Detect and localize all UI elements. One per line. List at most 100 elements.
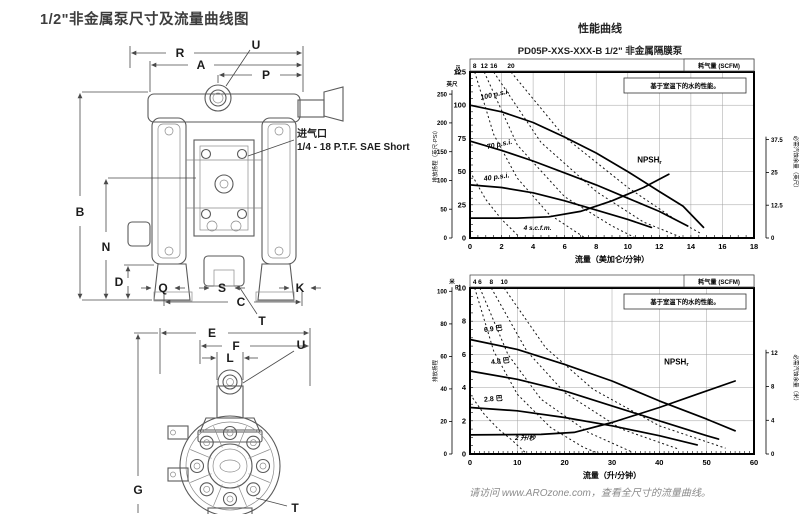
svg-text:4: 4 [531,242,536,251]
dim-label-r: R [176,46,185,60]
svg-text:0: 0 [462,450,466,459]
svg-text:2 升/秒: 2 升/秒 [514,434,537,442]
svg-text:14: 14 [687,242,696,251]
svg-text:75: 75 [458,134,466,143]
dim-label-c: C [237,295,246,309]
dim-label-l: L [226,351,233,365]
svg-text:耗气量 (SCFM): 耗气量 (SCFM) [698,278,740,286]
svg-text:8: 8 [462,317,466,326]
air-inlet-label: 进气口 [297,127,327,140]
svg-text:50: 50 [458,167,466,176]
svg-text:60: 60 [440,355,447,361]
svg-text:10: 10 [500,279,508,286]
dim-label-e: E [208,326,216,340]
svg-text:基于室温下的水的性能。: 基于室温下的水的性能。 [649,297,719,306]
svg-text:6.9 巴: 6.9 巴 [484,324,503,334]
svg-text:排放扬程: 排放扬程 [431,360,439,383]
svg-text:10: 10 [624,242,632,251]
svg-text:0: 0 [462,234,466,243]
svg-text:100: 100 [437,290,448,296]
dim-label-u-front: U [252,38,261,52]
dim-label-p: P [262,68,270,82]
svg-text:10: 10 [458,284,466,293]
svg-text:排放扬程（英尺·PSI）: 排放扬程（英尺·PSI） [431,128,439,183]
svg-text:6: 6 [478,279,482,286]
svg-text:流量（升/分钟）: 流量（升/分钟） [583,470,641,480]
svg-text:基于室温下的水的性能。: 基于室温下的水的性能。 [649,81,719,90]
svg-text:0: 0 [444,236,448,242]
svg-text:100: 100 [437,179,448,185]
air-inlet-spec: 1/4 - 18 P.T.F. SAE Short [297,142,410,153]
svg-text:流量（美加仑/分钟）: 流量（美加仑/分钟） [575,254,649,264]
svg-text:10: 10 [513,458,521,467]
svg-text:4: 4 [462,383,467,392]
svg-text:0: 0 [468,458,472,467]
svg-text:250: 250 [437,92,448,98]
svg-text:150: 150 [437,150,448,156]
svg-text:20: 20 [440,420,447,426]
dim-label-a: A [197,58,206,72]
svg-text:40: 40 [440,387,447,393]
svg-text:4.8 巴: 4.8 巴 [491,356,510,366]
svg-text:18: 18 [750,242,758,251]
dim-label-b: B [76,205,85,219]
svg-text:200: 200 [437,121,448,127]
svg-text:必需汽蚀余量（英尺）: 必需汽蚀余量（英尺） [792,136,800,191]
svg-text:8: 8 [594,242,598,251]
charts-subtitle: PD05P-XXS-XXX-B 1/2" 非金属隔膜泵 [517,46,683,57]
svg-text:12.5: 12.5 [771,203,783,209]
dim-label-s: S [218,281,226,295]
dim-label-n: N [102,240,111,254]
svg-text:4 s.c.f.m.: 4 s.c.f.m. [523,225,552,232]
svg-text:4: 4 [473,279,477,286]
svg-text:25: 25 [458,200,466,209]
svg-text:80: 80 [440,322,447,328]
svg-text:8: 8 [489,279,493,286]
svg-text:必需汽蚀余量（米）: 必需汽蚀余量（米） [792,355,800,405]
svg-text:PSI: PSI [456,65,462,74]
svg-text:8: 8 [771,385,775,391]
footer-note: 请访问 www.AROzone.com，查看全尺寸的流量曲线。 [469,488,711,499]
page-title: 1/2"非金属泵尺寸及流量曲线图 [40,12,250,28]
dim-label-q: Q [158,281,167,295]
dim-label-t-side: T [291,501,299,514]
svg-text:2: 2 [500,242,504,251]
svg-text:0: 0 [771,452,775,458]
pump-front-view [127,84,344,302]
pump-side-view [167,369,281,514]
svg-text:0: 0 [444,452,448,458]
svg-text:英尺: 英尺 [446,80,458,88]
svg-text:20: 20 [561,458,569,467]
svg-text:37.5: 37.5 [771,138,783,144]
performance-chart-gpm: 4 s.c.f.m. 100 p.s.i. 70 p.s.i. 40 p.s.i. NP… [428,56,800,273]
svg-text:20: 20 [507,63,515,70]
dim-label-u-side: U [297,338,306,352]
dim-label-d: D [115,275,124,289]
dim-label-t-front: T [258,314,266,328]
svg-text:8: 8 [473,63,477,70]
svg-text:0: 0 [468,242,472,251]
svg-text:16: 16 [490,63,498,70]
charts-header: 性能曲线 PD05P-XXS-XXX-B 1/2" 非金属隔膜泵 [430,20,770,57]
dim-label-f: F [232,339,239,353]
svg-text:NPSHr: NPSHr [664,357,689,368]
svg-text:0: 0 [771,236,775,242]
svg-text:50: 50 [703,458,711,467]
svg-text:40: 40 [655,458,663,467]
dim-label-k: K [296,281,305,295]
svg-text:12: 12 [481,63,489,70]
svg-text:125: 125 [453,68,466,77]
svg-text:12: 12 [771,351,778,357]
svg-text:6: 6 [563,242,567,251]
chart-svg: 4 s.c.f.m.100 p.s.i.70 p.s.i.40 p.s.i.NP… [431,58,800,264]
svg-text:40 p.s.i.: 40 p.s.i. [483,172,510,183]
svg-text:60: 60 [750,458,758,467]
charts-title: 性能曲线 [578,23,622,35]
svg-text:6: 6 [462,350,466,359]
svg-text:耗气量 (SCFM): 耗气量 (SCFM) [698,62,740,70]
svg-text:2.8 巴: 2.8 巴 [484,394,503,403]
svg-text:30: 30 [608,458,616,467]
svg-text:巴: 巴 [454,284,462,290]
dimension-lines [77,46,321,513]
svg-text:12: 12 [655,242,663,251]
